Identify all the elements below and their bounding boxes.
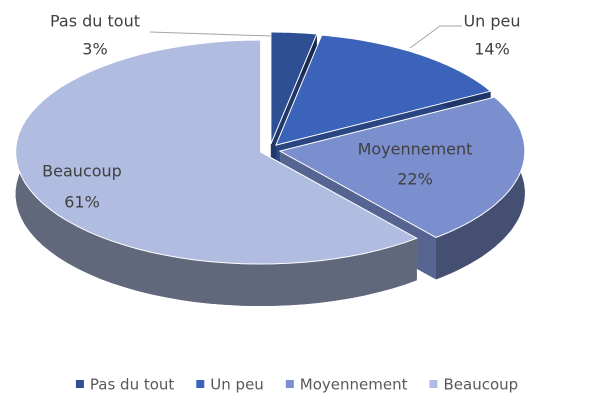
slice [275, 34, 492, 146]
legend-label: Beaucoup [444, 376, 519, 394]
data-label-value: 61% [64, 193, 100, 212]
leader-line [409, 25, 462, 49]
slice [15, 39, 419, 265]
legend-swatch [285, 380, 294, 388]
data-label-value: 3% [82, 40, 107, 59]
legend-label: Moyennement [300, 376, 408, 394]
data-label-name: Moyennement [358, 140, 473, 159]
legend-swatch [196, 380, 205, 388]
legend: Pas du tout Un peu Moyennement Beaucoup [75, 376, 519, 394]
data-label-name: Beaucoup [42, 162, 122, 181]
data-label-value: 22% [397, 170, 433, 189]
slice-side [15, 40, 417, 306]
slice [270, 31, 318, 145]
legend-swatch [75, 380, 84, 388]
legend-label: Pas du tout [90, 376, 175, 394]
data-label-value: 14% [474, 40, 510, 59]
data-label-name: Un peu [463, 12, 520, 31]
leader-line [149, 31, 273, 37]
legend-swatch [429, 380, 438, 388]
data-label-name: Pas du tout [50, 12, 140, 31]
slice [278, 96, 526, 238]
legend-label: Un peu [210, 376, 264, 394]
